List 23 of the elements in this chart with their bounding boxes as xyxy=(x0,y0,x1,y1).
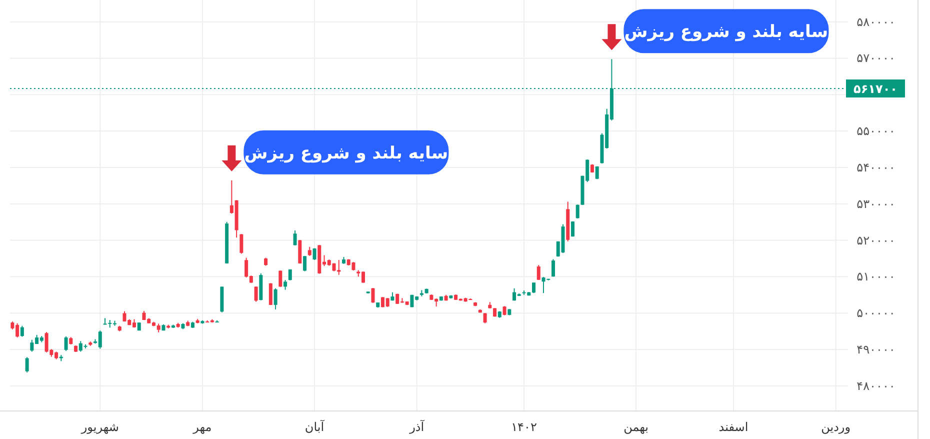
x-tick-label: وردین xyxy=(821,420,851,434)
y-tick-label: ۵۴۰۰۰۰ xyxy=(856,160,896,174)
x-tick-label: ۱۴۰۲ xyxy=(511,420,537,434)
y-tick-label: ۵۰۰۰۰۰ xyxy=(856,306,896,320)
ref-line-label: ۵۶۱۷۰۰ xyxy=(854,82,898,96)
y-tick-label: ۵۳۰۰۰۰ xyxy=(856,196,896,211)
x-tick-label: مهر xyxy=(192,420,212,434)
annotation: سایه بلند و شروع ریزش xyxy=(244,143,448,164)
x-tick-label: آذر xyxy=(408,419,425,434)
x-tick-label: اسفند xyxy=(718,420,748,434)
y-tick-label: ۵۲۰۰۰۰ xyxy=(856,233,896,248)
annotation: سایه بلند و شروع ریزش xyxy=(244,130,449,174)
y-tick-label: ۵۷۰۰۰۰ xyxy=(856,51,896,66)
y-tick-label: ۵۵۰۰۰۰ xyxy=(856,124,896,138)
annotation: سایه بلند و شروع ریزش xyxy=(624,22,828,42)
y-tick-label: ۵۸۰۰۰۰ xyxy=(856,14,896,29)
annotation: سایه بلند و شروع ریزش xyxy=(624,9,829,54)
x-tick-label: بهمن xyxy=(624,420,649,434)
y-tick-label: ۴۸۰۰۰۰ xyxy=(856,378,896,393)
y-tick-label: ۵۱۰۰۰۰ xyxy=(856,270,896,284)
x-tick-label: شهریور xyxy=(80,420,119,434)
x-tick-label: آبان xyxy=(304,419,325,434)
y-tick-label: ۴۹۰۰۰۰ xyxy=(856,342,896,356)
